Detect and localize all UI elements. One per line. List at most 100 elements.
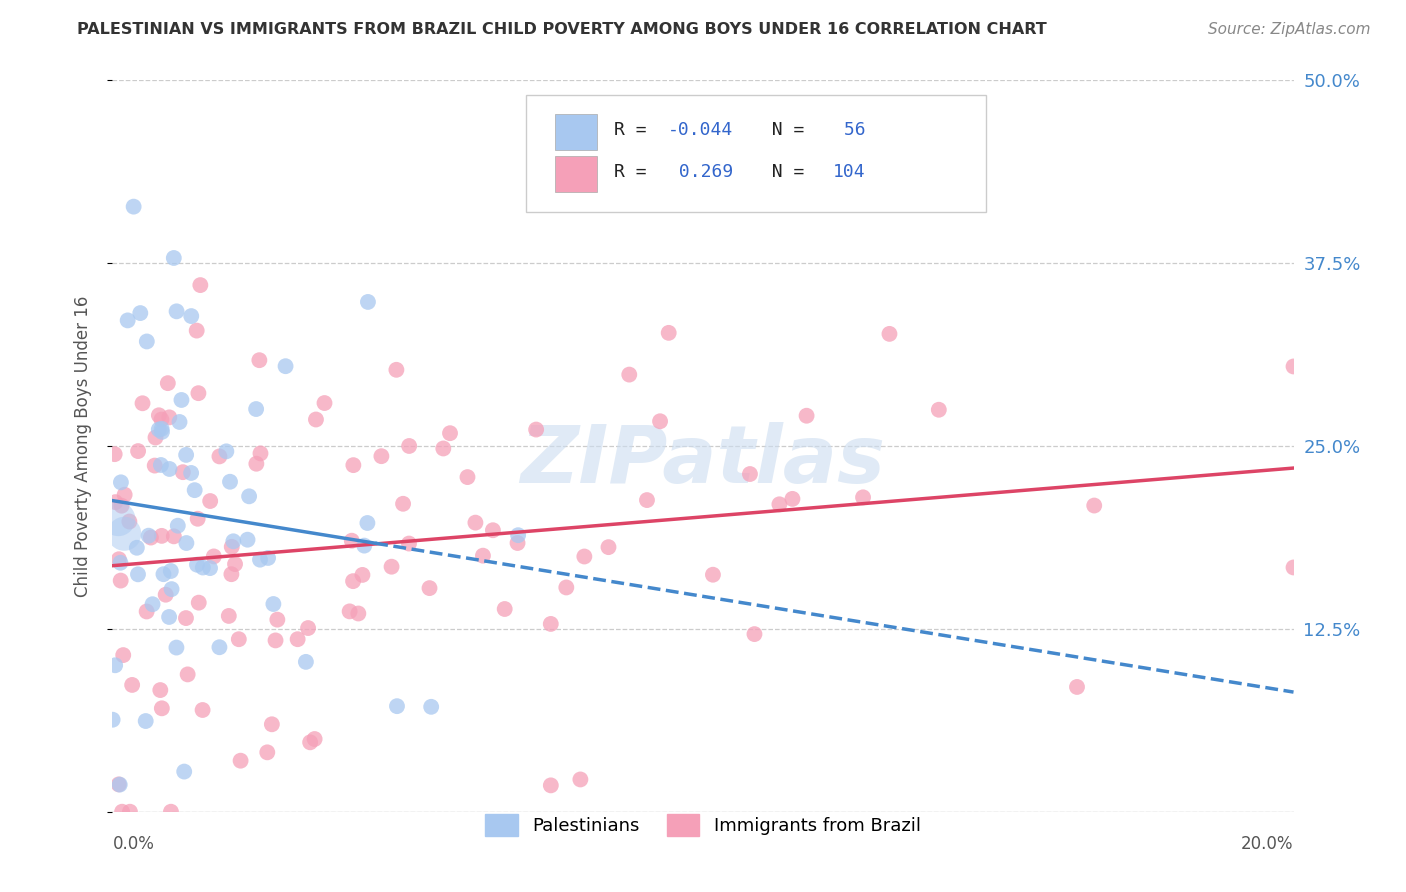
Point <box>357 294 380 309</box>
Point <box>852 491 875 505</box>
Y-axis label: Child Poverty Among Boys Under 16: Child Poverty Among Boys Under 16 <box>73 295 91 597</box>
Point <box>187 512 209 526</box>
Text: 0.269: 0.269 <box>668 162 733 181</box>
Point <box>121 678 143 692</box>
Text: R =: R = <box>614 121 658 139</box>
Point <box>107 777 129 791</box>
Point <box>266 613 288 627</box>
Point <box>636 493 658 508</box>
Point <box>418 581 440 595</box>
Point <box>176 667 198 681</box>
Point <box>619 368 641 382</box>
Point <box>145 430 167 444</box>
Point <box>287 632 309 647</box>
Point <box>117 313 139 327</box>
Point <box>112 526 135 541</box>
Point <box>118 515 141 529</box>
Point <box>385 363 408 377</box>
Point <box>342 574 364 589</box>
Point <box>148 409 170 423</box>
Point <box>187 386 209 401</box>
Point <box>228 632 250 647</box>
Point <box>482 523 505 537</box>
Point <box>432 442 454 456</box>
Point <box>249 446 271 460</box>
Point <box>648 414 671 428</box>
FancyBboxPatch shape <box>555 155 596 192</box>
Point <box>245 457 267 471</box>
Point <box>107 512 129 526</box>
Point <box>256 745 278 759</box>
Point <box>471 549 494 563</box>
Point <box>353 539 375 553</box>
Point <box>340 533 363 548</box>
Point <box>180 309 202 323</box>
Point <box>439 426 461 441</box>
Point <box>295 655 318 669</box>
Point <box>738 467 761 481</box>
Point <box>110 475 132 490</box>
Point <box>928 402 950 417</box>
Point <box>155 588 177 602</box>
Point <box>150 422 173 436</box>
Point <box>370 449 392 463</box>
Point <box>540 778 562 792</box>
Point <box>236 533 259 547</box>
Point <box>156 376 179 391</box>
Text: 56: 56 <box>832 121 866 139</box>
Point <box>159 564 181 578</box>
Point <box>524 423 547 437</box>
Point <box>506 536 529 550</box>
Point <box>150 701 173 715</box>
Point <box>198 494 221 508</box>
Point <box>796 409 818 423</box>
Point <box>149 683 172 698</box>
Point <box>702 567 724 582</box>
Point <box>598 540 620 554</box>
Point <box>104 495 127 509</box>
Point <box>208 640 231 655</box>
Point <box>347 607 370 621</box>
Point <box>569 772 592 787</box>
Point <box>299 735 322 749</box>
Point <box>118 805 141 819</box>
Point <box>494 602 516 616</box>
Point <box>238 489 260 503</box>
Point <box>173 764 195 779</box>
Point <box>782 491 804 506</box>
Point <box>191 560 214 574</box>
Text: N =: N = <box>751 162 815 181</box>
Point <box>150 529 173 543</box>
Point <box>176 536 198 550</box>
FancyBboxPatch shape <box>555 114 596 150</box>
Point <box>208 450 231 464</box>
Point <box>183 483 205 497</box>
Point <box>1066 680 1088 694</box>
Point <box>257 551 280 566</box>
Point <box>352 568 374 582</box>
Point <box>157 610 180 624</box>
Text: 20.0%: 20.0% <box>1241 835 1294 853</box>
Point <box>356 516 378 530</box>
Point <box>170 392 193 407</box>
Point <box>540 616 562 631</box>
Point <box>398 536 420 550</box>
Point <box>180 466 202 480</box>
Point <box>264 633 287 648</box>
Point <box>339 604 361 618</box>
Point <box>658 326 681 340</box>
Point <box>125 541 148 555</box>
Point <box>129 306 152 320</box>
Point <box>249 552 271 566</box>
Point <box>555 581 578 595</box>
Point <box>157 410 180 425</box>
Text: 104: 104 <box>832 162 866 181</box>
Point <box>879 326 901 341</box>
Point <box>420 699 443 714</box>
Point <box>143 458 166 473</box>
Point <box>163 529 186 543</box>
Point <box>108 778 131 792</box>
Point <box>159 462 181 476</box>
Point <box>262 597 284 611</box>
Point <box>150 425 173 439</box>
